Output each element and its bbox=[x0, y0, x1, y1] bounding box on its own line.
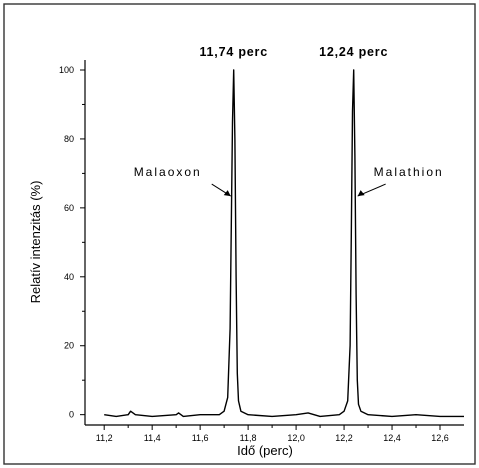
compound-label: Malathion bbox=[374, 165, 444, 179]
y-tick-label: 80 bbox=[64, 134, 74, 144]
peak-time-label: 11,74 perc bbox=[199, 45, 267, 59]
x-tick-label: 12,4 bbox=[383, 433, 401, 443]
x-tick-label: 12,6 bbox=[431, 433, 449, 443]
chromatogram-trace bbox=[104, 69, 464, 418]
arrow-head bbox=[223, 190, 231, 197]
y-axis-ticks: 0 20 40 60 80 100 bbox=[59, 65, 85, 420]
y-tick-label: 20 bbox=[64, 341, 74, 351]
x-tick-label: 11,2 bbox=[96, 433, 113, 443]
peak-annotations: 11,74 perc Malaoxon 12,24 perc Malathion bbox=[134, 45, 444, 197]
x-tick-label: 12,2 bbox=[335, 433, 353, 443]
y-tick-label: 0 bbox=[69, 410, 74, 420]
x-axis-ticks: 11,2 11,4 11,6 11,8 12,0 12,2 12,4 12,6 bbox=[96, 425, 449, 443]
arrow-head bbox=[357, 190, 365, 197]
x-tick-label: 12,0 bbox=[287, 433, 305, 443]
y-tick-label: 100 bbox=[59, 65, 74, 75]
x-tick-label: 11,4 bbox=[144, 433, 161, 443]
y-tick-label: 60 bbox=[64, 203, 74, 213]
x-tick-label: 11,6 bbox=[192, 433, 209, 443]
y-axis-label: Relatív intenzitás (%) bbox=[28, 181, 43, 304]
x-axis-label: Idő (perc) bbox=[237, 443, 293, 458]
compound-label: Malaoxon bbox=[134, 165, 202, 179]
y-tick-label: 40 bbox=[64, 272, 74, 282]
peak-time-label: 12,24 perc bbox=[319, 45, 388, 59]
figure-frame bbox=[3, 3, 476, 465]
x-tick-label: 11,8 bbox=[240, 433, 257, 443]
